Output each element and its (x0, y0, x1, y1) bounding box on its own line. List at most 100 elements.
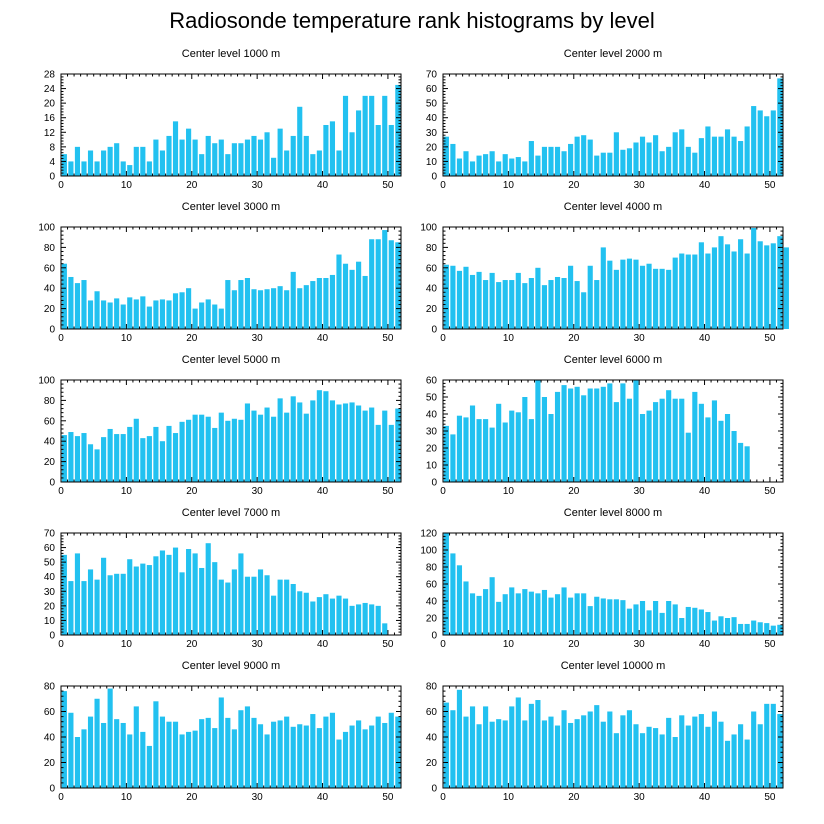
bar (395, 84, 401, 176)
bar (548, 414, 554, 482)
bar (310, 714, 316, 788)
bar (127, 559, 133, 635)
bar (783, 247, 789, 329)
bar (362, 602, 368, 635)
bar (179, 572, 185, 635)
x-tick-label: 10 (121, 639, 133, 650)
bar (620, 149, 626, 176)
x-tick-label: 40 (317, 639, 329, 650)
bar (639, 733, 646, 788)
bar (646, 263, 652, 329)
bar (212, 304, 218, 329)
bar (172, 547, 179, 635)
bar (74, 737, 81, 788)
y-tick-label: 20 (426, 758, 438, 769)
bar (199, 302, 205, 329)
bar (244, 706, 251, 788)
bar (718, 236, 724, 329)
bar (316, 150, 322, 176)
bar (244, 278, 251, 329)
bar (469, 405, 476, 482)
bar (522, 397, 528, 482)
bar (724, 244, 731, 329)
bar (685, 254, 691, 329)
bar (369, 407, 375, 482)
bar (626, 608, 633, 635)
y-tick-label: 0 (431, 784, 437, 795)
bar (153, 139, 159, 176)
bar (186, 419, 192, 482)
panel-title-1: Center level 2000 m (563, 48, 663, 60)
x-tick-label: 50 (764, 792, 776, 803)
bar (679, 253, 685, 329)
bar (120, 161, 126, 176)
y-tick-label: 4 (49, 157, 55, 168)
panel-title-9: Center level 10000 m (560, 660, 666, 672)
bar (620, 715, 626, 788)
bar (456, 565, 463, 635)
bar (395, 408, 401, 482)
bar (613, 733, 619, 788)
bar (284, 579, 290, 635)
bar (264, 132, 270, 176)
bar (231, 418, 237, 482)
bar (290, 396, 296, 482)
bar (561, 587, 567, 635)
bar (613, 599, 619, 635)
bar (541, 720, 548, 788)
bar (698, 403, 704, 482)
y-tick-label: 60 (44, 263, 56, 274)
bar (133, 706, 139, 788)
bar (502, 594, 508, 635)
bar (738, 724, 744, 788)
bar (574, 136, 580, 176)
bar (659, 151, 665, 176)
bar (744, 126, 750, 176)
bar (375, 716, 381, 788)
bar (581, 395, 587, 482)
bar (515, 272, 521, 329)
bar (212, 562, 218, 635)
bar (522, 161, 528, 176)
bar (74, 146, 81, 176)
bar (127, 734, 133, 788)
bar (450, 710, 456, 788)
bar (489, 427, 495, 482)
bar (705, 253, 711, 329)
bar (166, 135, 172, 176)
bar (496, 403, 502, 482)
bar (496, 601, 502, 635)
x-tick-label: 10 (121, 486, 133, 497)
bar (87, 569, 94, 635)
bar (297, 591, 303, 635)
bar (463, 581, 469, 635)
bar (120, 573, 126, 635)
bar (450, 434, 456, 482)
bar (277, 398, 283, 482)
bar (581, 593, 587, 635)
bar (574, 281, 580, 329)
bar (633, 604, 639, 635)
bar (120, 722, 126, 788)
bar (277, 128, 283, 176)
bar (502, 280, 508, 329)
bar (205, 543, 211, 635)
x-tick-label: 20 (186, 792, 198, 803)
bar (310, 400, 316, 482)
x-tick-label: 40 (699, 792, 711, 803)
bar (711, 400, 718, 482)
bar (502, 720, 508, 788)
bar (679, 129, 685, 176)
bar (554, 276, 561, 329)
y-tick-label: 10 (44, 616, 56, 627)
bar (140, 296, 146, 329)
bar (140, 563, 146, 635)
bar (738, 239, 744, 329)
bar (212, 143, 218, 176)
bar (127, 297, 133, 329)
bar (382, 722, 388, 788)
y-tick-label: 80 (426, 563, 438, 574)
y-tick-label: 70 (426, 70, 438, 81)
bar (303, 285, 309, 329)
bar (329, 598, 336, 635)
